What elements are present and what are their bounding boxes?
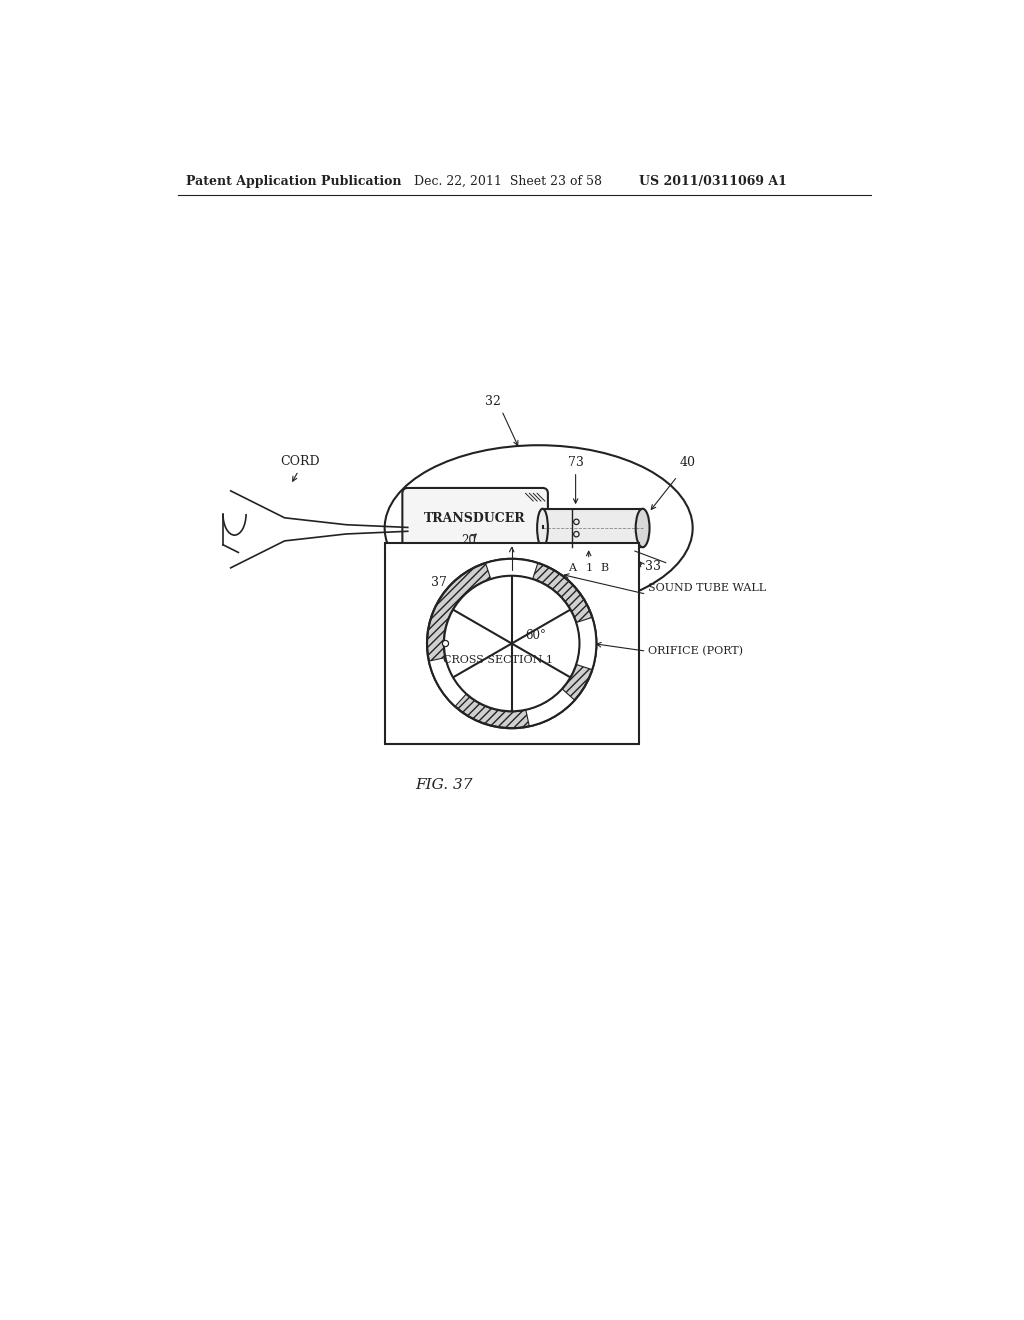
Bar: [385, 544, 639, 743]
Text: 60°: 60°: [525, 630, 547, 643]
Text: A: A: [568, 564, 577, 573]
Polygon shape: [485, 558, 538, 579]
Text: ORIFICE (PORT): ORIFICE (PORT): [648, 645, 743, 656]
Polygon shape: [577, 618, 596, 669]
Text: CROSS SECTION 1: CROSS SECTION 1: [442, 656, 553, 665]
Bar: [580, 560, 598, 577]
Text: TRANSDUCER: TRANSDUCER: [424, 512, 526, 525]
Text: 33: 33: [645, 560, 660, 573]
Circle shape: [442, 640, 449, 647]
Text: SOUND TUBE WALL: SOUND TUBE WALL: [648, 583, 766, 593]
Text: Patent Application Publication: Patent Application Publication: [186, 176, 401, 187]
Text: 40: 40: [679, 455, 695, 469]
Text: FIG. 37: FIG. 37: [416, 779, 473, 792]
Polygon shape: [525, 689, 574, 726]
Text: B: B: [601, 564, 609, 573]
Text: US 2011/0311069 A1: US 2011/0311069 A1: [639, 176, 786, 187]
Text: 1: 1: [585, 564, 592, 573]
Ellipse shape: [538, 508, 548, 548]
Text: 37: 37: [431, 576, 446, 589]
FancyBboxPatch shape: [402, 488, 548, 564]
Text: CORD: CORD: [281, 455, 319, 467]
Text: Dec. 22, 2011  Sheet 23 of 58: Dec. 22, 2011 Sheet 23 of 58: [414, 176, 602, 187]
Text: 73: 73: [567, 455, 584, 469]
Ellipse shape: [636, 508, 649, 548]
Polygon shape: [429, 657, 466, 706]
Bar: [543, 508, 643, 548]
Circle shape: [444, 576, 580, 711]
Text: 20: 20: [462, 535, 476, 546]
Text: 32: 32: [484, 395, 501, 408]
